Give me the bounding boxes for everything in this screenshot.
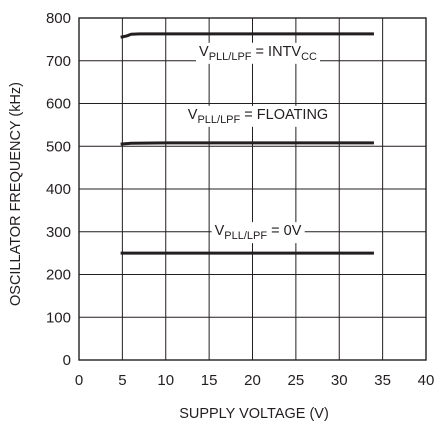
series-line-intvcc [120, 32, 374, 39]
plot-frame [78, 17, 427, 361]
series-lines [120, 32, 374, 255]
grid [78, 17, 427, 361]
series-label-zero: VPLL/LPF = 0V [215, 223, 302, 242]
x-tick-label: 40 [418, 372, 435, 389]
y-axis-title: OSCILLATOR FREQUENCY (kHz) [8, 82, 24, 306]
x-tick-label: 15 [201, 372, 218, 389]
x-tick-label: 30 [331, 372, 348, 389]
series-label-floating: VPLL/LPF = FLOATING [188, 107, 328, 126]
x-tick-label: 35 [374, 372, 391, 389]
y-tick-label: 400 [46, 181, 71, 198]
x-tick-label: 5 [118, 372, 126, 389]
x-tick-labels: 0 5 10 15 20 25 30 35 40 [75, 372, 435, 389]
y-tick-label: 800 [46, 10, 71, 27]
series-labels: VPLL/LPF = INTVCC VPLL/LPF = FLOATING VPLL… [184, 42, 332, 244]
y-tick-label: 700 [46, 53, 71, 70]
y-tick-labels: 0 100 200 300 400 500 600 700 800 [46, 10, 71, 369]
x-tick-label: 0 [75, 372, 83, 389]
y-tick-label: 500 [46, 138, 71, 155]
x-axis-title: SUPPLY VOLTAGE (V) [179, 406, 329, 422]
x-tick-label: 20 [244, 372, 261, 389]
series-label-intvcc: VPLL/LPF = INTVCC [199, 44, 317, 63]
series-label-background [196, 42, 321, 64]
series-label-background [211, 222, 305, 244]
y-tick-label: 200 [46, 267, 71, 284]
x-tick-label: 10 [157, 372, 174, 389]
y-tick-label: 300 [46, 224, 71, 241]
y-tick-label: 0 [63, 352, 71, 369]
series-label-background [184, 105, 332, 127]
y-tick-label: 600 [46, 96, 71, 113]
series-line-floating [120, 141, 374, 146]
y-tick-label: 100 [46, 309, 71, 326]
x-tick-label: 25 [288, 372, 305, 389]
